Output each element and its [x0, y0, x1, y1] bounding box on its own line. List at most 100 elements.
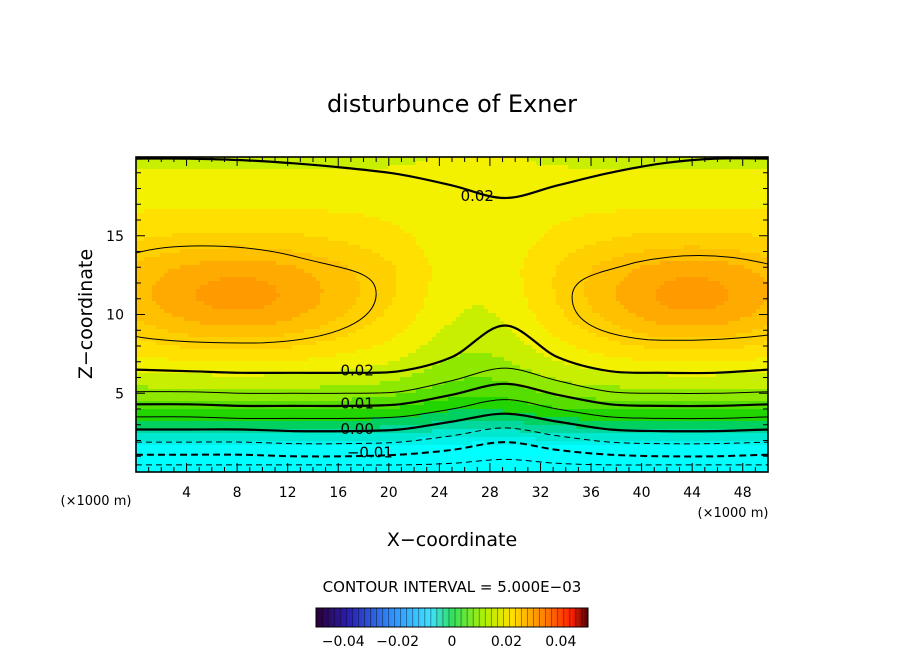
field-cell — [304, 269, 353, 274]
field-cell — [136, 393, 397, 398]
contour-line — [136, 441, 768, 458]
field-cell — [596, 241, 768, 246]
field-cell — [388, 305, 425, 310]
field-cell — [760, 273, 768, 278]
field-cell — [576, 425, 768, 430]
field-cell — [276, 285, 321, 290]
x-tick-label: 40 — [633, 485, 651, 501]
field-cell — [168, 269, 305, 274]
field-cell — [552, 357, 633, 362]
field-cell — [620, 385, 768, 390]
field-cell — [432, 365, 521, 370]
field-cell — [168, 329, 305, 334]
field-cell — [540, 373, 669, 378]
field-cell — [576, 345, 645, 350]
field-cell — [616, 289, 657, 294]
field-cell — [320, 293, 361, 298]
field-cell — [140, 337, 337, 342]
field-cell — [524, 289, 557, 294]
field-cell — [136, 397, 353, 402]
field-cell — [136, 425, 381, 430]
field-cell — [136, 441, 473, 446]
field-cell — [428, 341, 525, 346]
field-cell — [136, 389, 417, 394]
field-cell — [560, 261, 601, 266]
field-cell — [392, 297, 425, 302]
contour-line — [136, 427, 768, 445]
field-cell — [160, 277, 221, 282]
field-cell — [556, 377, 768, 382]
field-cell — [584, 245, 685, 250]
field-cell — [136, 169, 768, 174]
field-cell — [620, 325, 765, 330]
field-cell — [764, 277, 768, 282]
field-cell — [136, 345, 181, 350]
field-cell — [644, 345, 745, 350]
field-cell — [528, 297, 557, 302]
field-cell — [568, 341, 621, 346]
field-cell — [144, 257, 329, 262]
field-cell — [540, 237, 613, 242]
field-cell — [384, 313, 417, 318]
field-cell — [448, 397, 509, 402]
field-cell — [524, 265, 557, 270]
field-cell — [632, 233, 753, 238]
field-cell — [564, 313, 601, 318]
field-cell — [716, 373, 768, 378]
field-cell — [460, 353, 493, 358]
field-cell — [612, 237, 768, 242]
field-cell — [528, 305, 561, 310]
field-cell — [564, 309, 593, 314]
field-cell — [380, 217, 573, 222]
field-cell — [528, 401, 768, 406]
field-cell — [660, 261, 729, 266]
field-cell — [620, 281, 665, 286]
field-cell — [372, 345, 421, 350]
field-cell — [472, 305, 485, 310]
field-cell — [396, 265, 433, 270]
field-cell — [532, 245, 585, 250]
field-cell — [280, 293, 321, 298]
field-cell — [136, 209, 145, 214]
field-cell — [316, 341, 385, 346]
field-cell — [388, 361, 441, 366]
field-cell — [136, 361, 389, 366]
field-cell — [428, 261, 525, 266]
field-cell — [396, 269, 433, 274]
field-cell — [320, 301, 357, 306]
field-cell — [136, 337, 141, 342]
field-cell — [136, 241, 349, 246]
x-tick-label: 44 — [683, 485, 701, 501]
field-cell — [336, 353, 409, 358]
x-unit-label: (×1000 m) — [698, 506, 769, 521]
field-cell — [180, 265, 297, 270]
field-cell — [764, 341, 768, 346]
field-cell — [312, 273, 357, 278]
field-cell — [536, 349, 589, 354]
field-cell — [584, 213, 768, 218]
field-cell — [428, 157, 529, 162]
field-cell — [728, 321, 768, 326]
field-cell — [356, 297, 393, 302]
field-cell — [136, 413, 421, 418]
field-cell — [572, 217, 768, 222]
contour-line — [136, 324, 768, 375]
field-cell — [376, 317, 417, 322]
field-cell — [412, 233, 545, 238]
field-cell — [136, 373, 213, 378]
field-cell — [172, 313, 301, 318]
contour-labels: 0.02 0.02 0.01 0.00 −0.01 — [340, 187, 493, 462]
field-cell — [392, 261, 429, 266]
field-cell — [292, 249, 373, 254]
field-cell — [320, 325, 365, 330]
field-cell — [364, 325, 409, 330]
field-cell — [576, 249, 645, 254]
field-cell — [400, 357, 449, 362]
field-cell — [136, 313, 173, 318]
field-cell — [144, 321, 201, 326]
field-cell — [136, 189, 768, 194]
field-cell — [656, 321, 729, 326]
field-cell — [544, 325, 581, 330]
field-cell — [136, 225, 401, 230]
